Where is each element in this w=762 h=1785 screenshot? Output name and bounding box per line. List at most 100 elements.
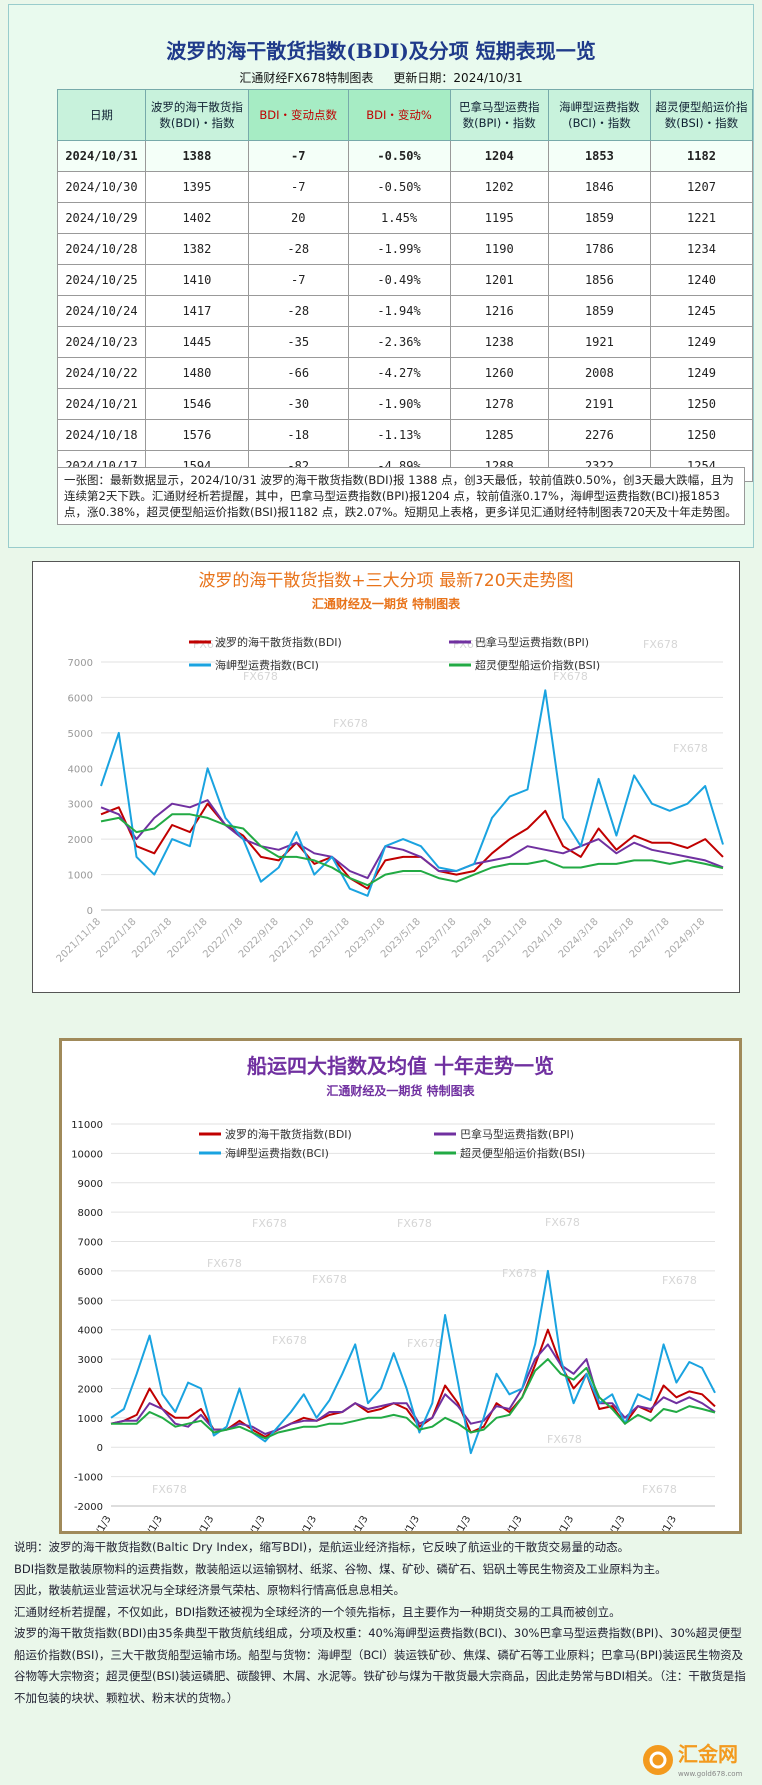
watermark: FX678	[252, 1217, 287, 1230]
table-cell: 1207	[649, 171, 754, 203]
x-tick-label: 2016/1/3	[236, 1514, 268, 1531]
logo-icon	[649, 1751, 667, 1769]
x-tick-label: 2019/1/3	[390, 1514, 422, 1531]
y-tick-label: 3000	[78, 1355, 103, 1366]
legend-label: 巴拿马型运费指数(BPI)	[475, 635, 589, 649]
watermark: FX678	[312, 1273, 347, 1286]
table-cell: -4.27%	[347, 357, 451, 389]
table-cell: -18	[247, 419, 349, 451]
table-row: 2024/10/24 1417 -28 -1.94% 1216 1859 1245	[57, 295, 754, 327]
logo: 汇金网 www.gold678.com	[643, 1742, 743, 1778]
table-row: 2024/10/18 1576 -18 -1.13% 1285 2276 1250	[57, 419, 754, 451]
table-cell: -7	[247, 140, 349, 172]
watermark: FX678	[553, 670, 588, 683]
table-cell: -66	[247, 357, 349, 389]
header-cell: 巴拿马型运费指数(BPI)・指数	[449, 89, 549, 141]
y-tick-label: 2000	[68, 835, 93, 846]
table-cell: 1249	[649, 357, 754, 389]
table-cell: -0.50%	[347, 171, 451, 203]
table-cell: 2024/10/24	[57, 295, 146, 327]
table-cell: -30	[247, 388, 349, 420]
watermark: FX678	[152, 1483, 187, 1496]
table-row: 2024/10/29 1402 20 1.45% 1195 1859 1221	[57, 202, 754, 234]
table-cell: 1786	[547, 233, 651, 265]
table-row: 2024/10/31 1388 -7 -0.50% 1204 1853 1182	[57, 140, 754, 172]
watermark: FX678	[397, 1217, 432, 1230]
legend-label: 波罗的海干散货指数(BDI)	[215, 635, 342, 649]
y-tick-label: 6000	[68, 693, 93, 704]
header-cell: 超灵便型船运价指数(BSI)・指数	[649, 89, 754, 141]
table-cell: 1410	[144, 264, 249, 296]
table-subtitle: 汇通财经FX678特制图表 更新日期：2024/10/31	[9, 69, 753, 86]
series-line	[110, 1269, 716, 1455]
table-row: 2024/10/21 1546 -30 -1.90% 1278 2191 1250	[57, 388, 754, 420]
footer-paragraph: 汇通财经析若提醒，不仅如此，BDI指数还被视为全球经济的一个领先指标，且主要作为…	[14, 1604, 621, 1619]
series-line	[100, 802, 724, 890]
series-line	[100, 689, 724, 897]
table-body: 2024/10/31 1388 -7 -0.50% 1204 1853 1182 2024/1…	[57, 140, 754, 482]
table-cell: 1576	[144, 419, 249, 451]
header-cell: 日期	[57, 89, 146, 141]
footer-paragraph: 说明：波罗的海干散货指数(Baltic Dry Index，缩写BDI)，是航运…	[14, 1540, 630, 1554]
x-tick-label: 2021/11/18	[55, 916, 104, 965]
header-cell: BDI・变动%	[347, 89, 451, 141]
header-row: 日期 波罗的海干散货指数(BDI)・指数 BDI・变动点数 BDI・变动% 巴拿马型运费…	[57, 89, 754, 141]
table-cell: 1546	[144, 388, 249, 420]
table-cell: 2024/10/31	[57, 140, 146, 172]
series-line	[100, 813, 724, 887]
y-tick-label: 1000	[68, 871, 93, 882]
table-title: 波罗的海干散货指数(BDI)及分项 短期表现一览	[166, 39, 596, 63]
footer-paragraph: 因此，散装航运业营运状况与全球经济景气荣枯、原物料行情高低息息相关。	[14, 1583, 405, 1597]
table-cell: -1.13%	[347, 419, 451, 451]
table-cell: 2024/10/29	[57, 202, 146, 234]
table-cell: 2024/10/18	[57, 419, 146, 451]
table-cell: 1260	[449, 357, 549, 389]
table-cell: -1.94%	[347, 295, 451, 327]
table-cell: 1250	[649, 419, 754, 451]
source: 汇通财经FX678特制图表	[239, 71, 374, 85]
table-cell: 1201	[449, 264, 549, 296]
y-tick-label: -1000	[74, 1473, 103, 1484]
table-cell: 1234	[649, 233, 754, 265]
table-cell: 1480	[144, 357, 249, 389]
table-cell: 1853	[547, 140, 651, 172]
x-tick-label: 2020/1/3	[441, 1514, 473, 1531]
table-cell: 1859	[547, 295, 651, 327]
table-cell: 20	[247, 202, 349, 234]
x-tick-label: 2024/1/3	[647, 1514, 679, 1531]
table-cell: 1245	[649, 295, 754, 327]
table-row: 2024/10/22 1480 -66 -4.27% 1260 2008 1249	[57, 357, 754, 389]
y-tick-label: 10000	[71, 1149, 103, 1160]
chart-title: 波罗的海干散货指数+三大分项 最新720天走势图	[198, 571, 573, 591]
x-tick-label: 2021/1/3	[493, 1514, 525, 1531]
table-cell: 2024/10/28	[57, 233, 146, 265]
y-tick-label: 2000	[78, 1384, 103, 1395]
table-cell: 1445	[144, 326, 249, 358]
watermark: FX678	[407, 1337, 442, 1350]
chart-title: 船运四大指数及均值 十年走势一览	[247, 1054, 554, 1078]
data-table: 日期 波罗的海干散货指数(BDI)・指数 BDI・变动点数 BDI・变动% 巴拿马型运费…	[57, 89, 754, 482]
x-tick-label: 2022/1/3	[544, 1514, 576, 1531]
table-row: 2024/10/30 1395 -7 -0.50% 1202 1846 1207	[57, 171, 754, 203]
table-row: 2024/10/25 1410 -7 -0.49% 1201 1856 1240	[57, 264, 754, 296]
table-cell: -2.36%	[347, 326, 451, 358]
legend-label: 海岬型运费指数(BCI)	[225, 1146, 329, 1160]
watermark: FX678	[243, 670, 278, 683]
watermark: FX678	[673, 742, 708, 755]
x-tick-label: 2023/1/3	[596, 1514, 628, 1531]
table-cell: 1216	[449, 295, 549, 327]
x-tick-label: 2014/1/3	[133, 1514, 165, 1531]
table-cell: -1.90%	[347, 388, 451, 420]
table-cell: 2024/10/25	[57, 264, 146, 296]
watermark: FX678	[207, 1257, 242, 1270]
table-cell: 2008	[547, 357, 651, 389]
table-row: 2024/10/28 1382 -28 -1.99% 1190 1786 1234	[57, 233, 754, 265]
table-panel: 波罗的海干散货指数(BDI)及分项 短期表现一览 汇通财经FX678特制图表 更新…	[8, 4, 754, 548]
table-cell: 1195	[449, 202, 549, 234]
table-cell: -1.99%	[347, 233, 451, 265]
y-tick-label: 11000	[71, 1120, 103, 1131]
logo-site: www.gold678.com	[678, 1770, 743, 1778]
watermark: FX678	[545, 1216, 580, 1229]
